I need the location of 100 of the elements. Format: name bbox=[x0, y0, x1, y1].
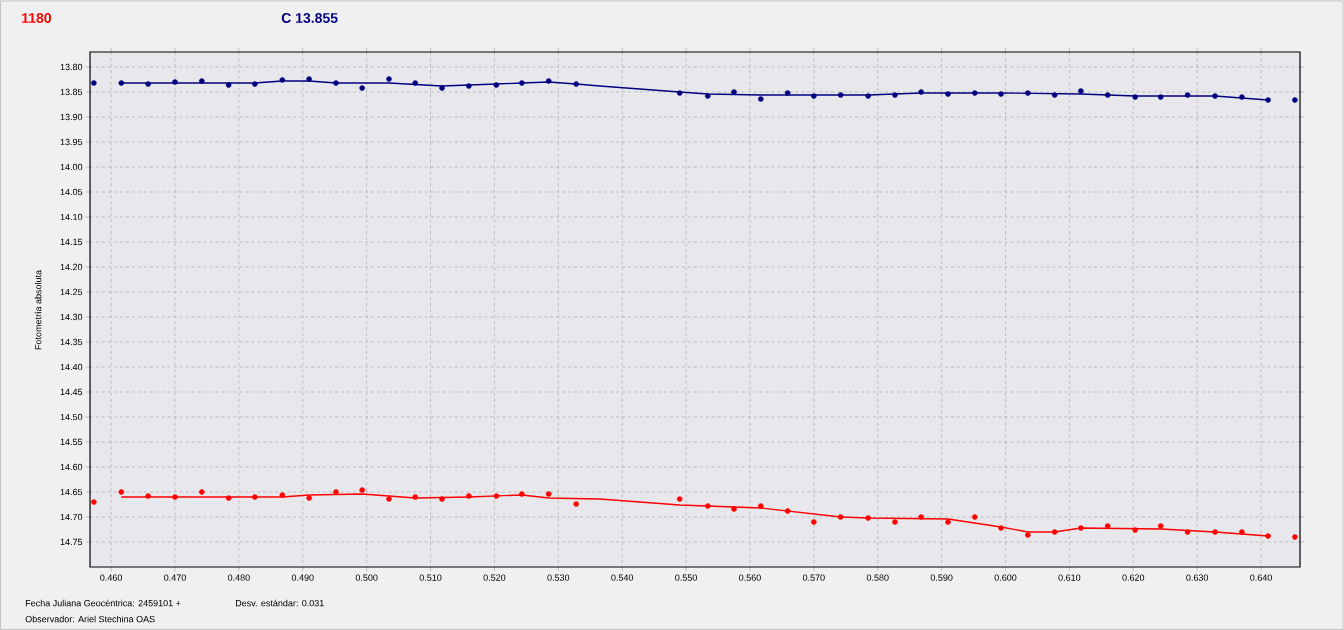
y-tick-label: 13.90 bbox=[60, 113, 83, 121]
y-tick-label: 14.70 bbox=[60, 513, 83, 521]
point bbox=[199, 78, 205, 84]
y-tick-label: 14.75 bbox=[60, 538, 83, 546]
y-tick-label: 14.15 bbox=[60, 238, 83, 246]
point bbox=[1132, 527, 1138, 533]
point bbox=[1212, 529, 1218, 535]
point bbox=[1239, 529, 1245, 535]
point bbox=[865, 93, 871, 99]
chart-title: 1180 bbox=[22, 13, 52, 23]
point bbox=[493, 493, 500, 499]
point bbox=[118, 489, 125, 495]
y-axis-title: Fotometría absoluta bbox=[34, 269, 42, 350]
point bbox=[1025, 532, 1031, 538]
y-tick-label: 14.65 bbox=[60, 488, 83, 496]
point bbox=[1292, 97, 1298, 103]
x-tick-label: 0.630 bbox=[1186, 574, 1209, 581]
x-tick-label: 0.610 bbox=[1058, 574, 1081, 581]
text: Observador: Ariel Stechina OAS bbox=[25, 615, 155, 623]
y-tick-label: 14.35 bbox=[60, 338, 83, 346]
x-tick-label: 0.470 bbox=[164, 574, 186, 581]
point bbox=[1184, 92, 1191, 98]
x-tick-label: 0.580 bbox=[866, 574, 889, 581]
point bbox=[199, 489, 205, 495]
point bbox=[784, 90, 791, 96]
point bbox=[145, 81, 151, 87]
y-tick-label: 14.45 bbox=[60, 388, 83, 396]
point bbox=[918, 89, 924, 95]
y-tick-label: 14.40 bbox=[60, 363, 83, 371]
point bbox=[1265, 97, 1271, 103]
point bbox=[704, 503, 711, 509]
point bbox=[811, 93, 817, 99]
y-tick-label: 14.60 bbox=[60, 463, 83, 471]
y-tick-label: 14.05 bbox=[60, 188, 83, 196]
point bbox=[704, 93, 711, 99]
point bbox=[1078, 525, 1084, 531]
point bbox=[333, 80, 339, 86]
point bbox=[1132, 94, 1138, 100]
point bbox=[145, 493, 151, 499]
point bbox=[1157, 523, 1164, 529]
point bbox=[945, 519, 951, 525]
y-tick-label: 13.80 bbox=[60, 63, 83, 71]
x-tick-label: 0.640 bbox=[1250, 574, 1272, 581]
point bbox=[758, 503, 764, 509]
point bbox=[1078, 88, 1084, 94]
y-tick-label: 14.55 bbox=[60, 438, 83, 446]
point bbox=[731, 89, 737, 95]
x-tick-label: 0.490 bbox=[291, 574, 314, 581]
point bbox=[386, 496, 392, 502]
point bbox=[1292, 534, 1298, 540]
point bbox=[466, 493, 472, 499]
point bbox=[1265, 533, 1271, 539]
point bbox=[172, 79, 178, 85]
point bbox=[359, 85, 365, 91]
x-tick-label: 0.500 bbox=[355, 574, 378, 581]
y-tick-label: 14.00 bbox=[60, 163, 83, 171]
point bbox=[252, 81, 258, 87]
point bbox=[731, 506, 737, 512]
point bbox=[359, 487, 365, 493]
point bbox=[225, 82, 232, 88]
point bbox=[225, 495, 232, 501]
point bbox=[493, 82, 500, 88]
x-tick-label: 0.530 bbox=[547, 574, 570, 581]
x-tick-label: 0.600 bbox=[994, 574, 1017, 581]
chart-subtitle: C 13.855 bbox=[281, 13, 338, 23]
point bbox=[676, 496, 683, 502]
point bbox=[91, 499, 97, 505]
y-tick-label: 13.95 bbox=[60, 138, 83, 146]
point bbox=[412, 494, 418, 500]
point bbox=[1104, 92, 1111, 98]
point bbox=[837, 92, 844, 98]
point bbox=[252, 494, 258, 500]
point bbox=[118, 80, 125, 86]
point bbox=[865, 515, 871, 521]
point bbox=[172, 494, 178, 500]
y-tick-label: 14.50 bbox=[60, 413, 83, 421]
point bbox=[333, 489, 339, 495]
point bbox=[1239, 94, 1245, 100]
point bbox=[1051, 529, 1058, 535]
point bbox=[466, 83, 472, 89]
x-tick-label: 0.510 bbox=[419, 574, 442, 581]
point bbox=[439, 85, 445, 91]
point bbox=[758, 96, 764, 102]
text: Desv. estándar: 0.031 bbox=[235, 599, 324, 607]
point bbox=[1157, 94, 1164, 100]
point bbox=[892, 92, 898, 98]
point bbox=[676, 90, 683, 96]
point bbox=[892, 519, 898, 525]
point bbox=[1104, 523, 1111, 529]
text: Fecha Juliana Geocéntrica: 2459101 + bbox=[25, 599, 181, 607]
point bbox=[91, 80, 97, 86]
point bbox=[972, 90, 978, 96]
point bbox=[545, 78, 552, 84]
y-tick-label: 14.30 bbox=[60, 313, 83, 321]
x-tick-label: 0.460 bbox=[100, 574, 123, 581]
x-tick-label: 0.620 bbox=[1122, 574, 1145, 581]
point bbox=[998, 91, 1004, 97]
point bbox=[811, 519, 817, 525]
point bbox=[386, 76, 392, 82]
point bbox=[972, 514, 978, 520]
